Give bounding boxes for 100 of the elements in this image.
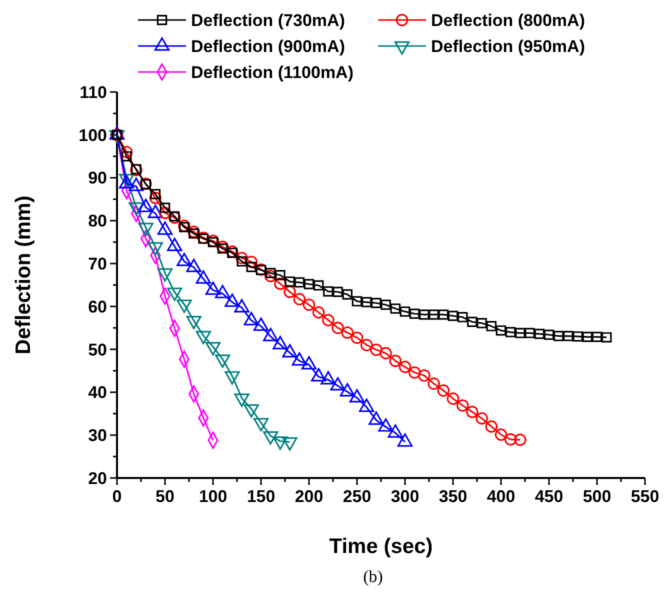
- point: [150, 188, 161, 200]
- x-tick-label: 500: [582, 487, 612, 506]
- point: [332, 286, 343, 297]
- point: [188, 228, 199, 239]
- point: [418, 369, 430, 382]
- point: [592, 332, 602, 342]
- point: [236, 252, 248, 264]
- point: [553, 330, 564, 342]
- legend-label: Deflection (950mA): [431, 36, 585, 56]
- point: [370, 344, 382, 356]
- point: [246, 262, 257, 272]
- point: [352, 296, 362, 306]
- point: [360, 338, 373, 352]
- point: [446, 392, 460, 405]
- point: [467, 316, 478, 328]
- y-tick-label: 20: [88, 468, 107, 488]
- point: [419, 309, 430, 320]
- point: [227, 248, 238, 258]
- y-tick-label: 90: [88, 168, 107, 188]
- point: [486, 321, 497, 332]
- point: [293, 293, 306, 306]
- point: [544, 330, 554, 340]
- point: [572, 331, 583, 342]
- point: [524, 328, 535, 338]
- point: [428, 378, 440, 390]
- x-tick-label: 0: [112, 487, 122, 506]
- point: [284, 276, 295, 287]
- x-tick-label: 300: [390, 487, 420, 506]
- x-axis-title: Time (sec): [329, 535, 433, 558]
- point: [188, 226, 200, 238]
- point: [380, 300, 391, 310]
- point: [563, 330, 574, 342]
- point: [371, 298, 382, 308]
- point: [515, 328, 526, 338]
- point: [294, 277, 305, 288]
- point: [158, 206, 172, 220]
- point: [332, 322, 344, 334]
- y-tick-label: 110: [80, 82, 107, 102]
- legend-label: Deflection (1100mA): [191, 62, 354, 82]
- point: [236, 256, 247, 267]
- y-tick-label: 60: [88, 297, 107, 316]
- point: [494, 428, 508, 441]
- point: [149, 192, 162, 204]
- x-tick-label: 400: [486, 487, 516, 506]
- point: [160, 202, 170, 213]
- point: [448, 310, 458, 322]
- point: [409, 308, 420, 319]
- point: [408, 366, 421, 379]
- point: [121, 151, 132, 162]
- point: [217, 243, 228, 254]
- y-tick-label: 50: [88, 340, 107, 360]
- y-tick-label: 100: [78, 126, 107, 145]
- point: [582, 332, 593, 342]
- y-tick-label: 80: [88, 212, 107, 231]
- point: [456, 399, 469, 412]
- text: (b): [363, 567, 383, 586]
- point: [457, 312, 468, 322]
- point: [323, 286, 334, 297]
- x-tick-label: 250: [342, 487, 372, 506]
- point: [380, 347, 392, 360]
- x-tick-label: 200: [294, 487, 324, 506]
- point: [216, 240, 229, 253]
- point: [390, 303, 401, 314]
- point: [341, 326, 354, 339]
- point: [245, 256, 258, 268]
- x-tick-label: 150: [246, 487, 276, 506]
- point: [505, 327, 516, 338]
- point: [274, 278, 286, 290]
- point: [120, 146, 133, 158]
- y-tick-label: 70: [88, 254, 107, 274]
- point: [265, 268, 276, 278]
- point: [437, 384, 450, 397]
- point: [361, 297, 372, 308]
- point: [476, 318, 487, 328]
- x-tick-label: 350: [438, 487, 468, 506]
- point: [398, 360, 412, 374]
- y-tick-label: 40: [88, 383, 107, 402]
- point: [466, 406, 478, 418]
- point: [342, 289, 353, 300]
- legend-label: Deflection (730mA): [191, 10, 345, 30]
- x-tick-label: 50: [156, 487, 174, 506]
- point: [504, 433, 517, 446]
- x-tick-label: 550: [630, 487, 660, 506]
- point: [302, 298, 316, 311]
- point: [514, 434, 526, 446]
- legend-label: Deflection (800mA): [431, 10, 585, 30]
- point: [438, 309, 449, 320]
- point: [476, 412, 488, 425]
- x-tick-label: 450: [534, 487, 564, 506]
- point: [400, 306, 410, 317]
- point: [304, 279, 314, 290]
- x-tick-label: 100: [198, 487, 228, 506]
- legend-label: Deflection (900mA): [191, 36, 345, 56]
- point: [313, 280, 324, 291]
- point: [275, 270, 286, 280]
- point: [601, 332, 612, 342]
- point: [322, 314, 334, 326]
- y-tick-label: 30: [88, 426, 107, 446]
- point: [496, 325, 506, 336]
- point: [312, 306, 325, 319]
